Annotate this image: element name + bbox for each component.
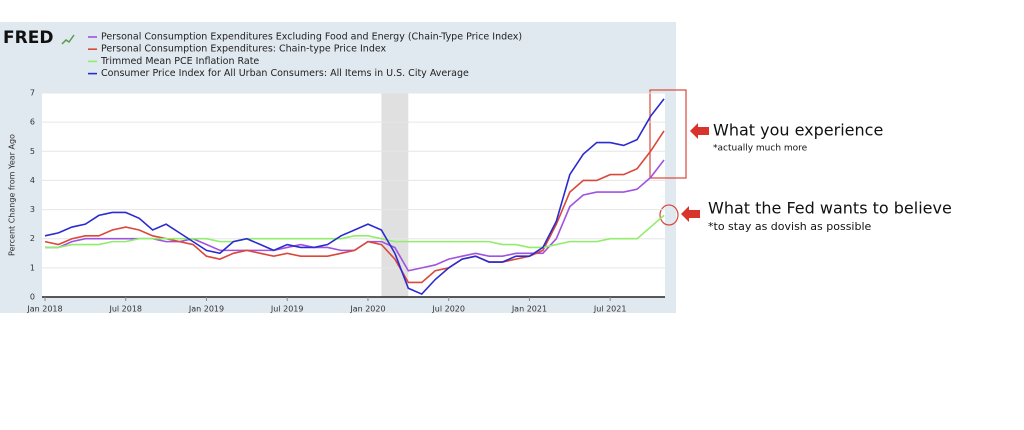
logo: FRED [3, 28, 53, 48]
y-tick-label: 7 [30, 89, 35, 98]
y-tick-label: 1 [30, 263, 35, 272]
x-tick-label: Jan 2021 [511, 305, 547, 314]
legend-label: Trimmed Mean PCE Inflation Rate [100, 56, 259, 67]
x-tick-label: Jul 2018 [108, 305, 142, 314]
y-tick-label: 2 [30, 234, 35, 243]
x-tick-label: Jul 2021 [593, 305, 627, 314]
legend-label: Consumer Price Index for All Urban Consu… [101, 68, 469, 79]
y-tick-label: 4 [30, 176, 35, 185]
highlight-circle [659, 204, 679, 226]
annotation: What the Fed wants to believe [708, 199, 952, 218]
legend-label: Personal Consumption Expenditures: Chain… [101, 44, 387, 55]
plot-area [42, 93, 665, 297]
y-tick-label: 6 [30, 118, 35, 127]
logo-icon [61, 34, 75, 45]
highlight-box [649, 89, 687, 179]
recession-band [381, 93, 409, 297]
series-line [45, 214, 665, 249]
y-tick-label: 5 [30, 147, 35, 156]
x-tick-label: Jul 2020 [431, 305, 465, 314]
x-tick-label: Jul 2019 [270, 305, 304, 314]
legend-label: Personal Consumption Expenditures Exclud… [101, 32, 522, 43]
x-tick-label: Jan 2018 [26, 305, 62, 314]
arrow [681, 206, 700, 222]
y-tick-label: 3 [30, 205, 35, 214]
annotation-note: *actually much more [713, 144, 808, 154]
series-line [44, 98, 665, 296]
annotation-note: *to stay as dovish as possible [708, 220, 872, 233]
annotation: What you experience [713, 121, 883, 140]
y-axis-label: Percent Change from Year Ago [8, 134, 17, 256]
x-tick-label: Jan 2019 [188, 305, 224, 314]
series-line [44, 130, 665, 284]
x-tick-label: Jan 2020 [349, 305, 385, 314]
y-tick-label: 0 [30, 293, 35, 302]
arrow [690, 123, 709, 139]
